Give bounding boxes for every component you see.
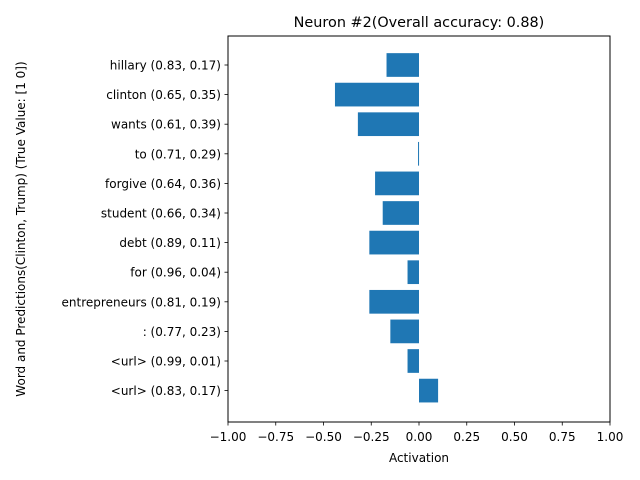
y-tick-label: clinton (0.65, 0.35)	[106, 88, 221, 102]
y-tick-label: <url> (0.83, 0.17)	[111, 384, 221, 398]
y-tick-label: debt (0.89, 0.11)	[119, 236, 221, 250]
y-tick-label: : (0.77, 0.23)	[143, 325, 221, 339]
bar-8	[369, 289, 419, 314]
bar-2	[357, 112, 419, 137]
y-tick-label: to (0.71, 0.29)	[135, 147, 221, 161]
y-axis-label: Word and Predictions(Clinton, Trump) (Tr…	[14, 61, 28, 396]
y-tick-label: entrepreneurs (0.81, 0.19)	[62, 295, 221, 309]
x-tick-label: 0.50	[501, 430, 528, 444]
y-tick-label: wants (0.61, 0.39)	[111, 118, 221, 132]
bar-5	[382, 201, 419, 225]
x-tick-label: −1.00	[210, 430, 247, 444]
y-axis-ticks: hillary (0.83, 0.17) clinton (0.65, 0.35)…	[62, 59, 228, 398]
y-tick-label: hillary (0.83, 0.17)	[110, 59, 221, 73]
bar-group	[334, 53, 439, 403]
bar-9	[390, 319, 419, 344]
bar-1	[334, 82, 419, 107]
x-axis-ticks: −1.00 −0.75 −0.50 −0.25 0.00 0.25 0.50 0.75 1.00	[210, 422, 624, 444]
bar-7	[407, 260, 419, 285]
x-tick-label: −0.25	[353, 430, 390, 444]
x-tick-label: −0.50	[305, 430, 342, 444]
bar-3	[418, 141, 420, 166]
y-tick-label: <url> (0.99, 0.01)	[111, 355, 221, 369]
x-tick-label: 0.75	[549, 430, 576, 444]
bar-10	[407, 349, 419, 373]
bar-11	[419, 378, 439, 403]
x-tick-label: 1.00	[597, 430, 624, 444]
y-tick-label: for (0.96, 0.04)	[130, 266, 221, 280]
chart-title: Neuron #2(Overall accuracy: 0.88)	[294, 15, 545, 31]
y-tick-label: student (0.66, 0.34)	[101, 207, 221, 221]
x-axis-label: Activation	[389, 451, 449, 465]
x-tick-label: 0.25	[453, 430, 480, 444]
y-tick-label: forgive (0.64, 0.36)	[105, 177, 221, 191]
bar-4	[375, 171, 419, 196]
bar-6	[369, 230, 419, 255]
x-tick-label: −0.75	[257, 430, 294, 444]
bar-0	[386, 53, 419, 77]
x-tick-label: 0.00	[406, 430, 433, 444]
